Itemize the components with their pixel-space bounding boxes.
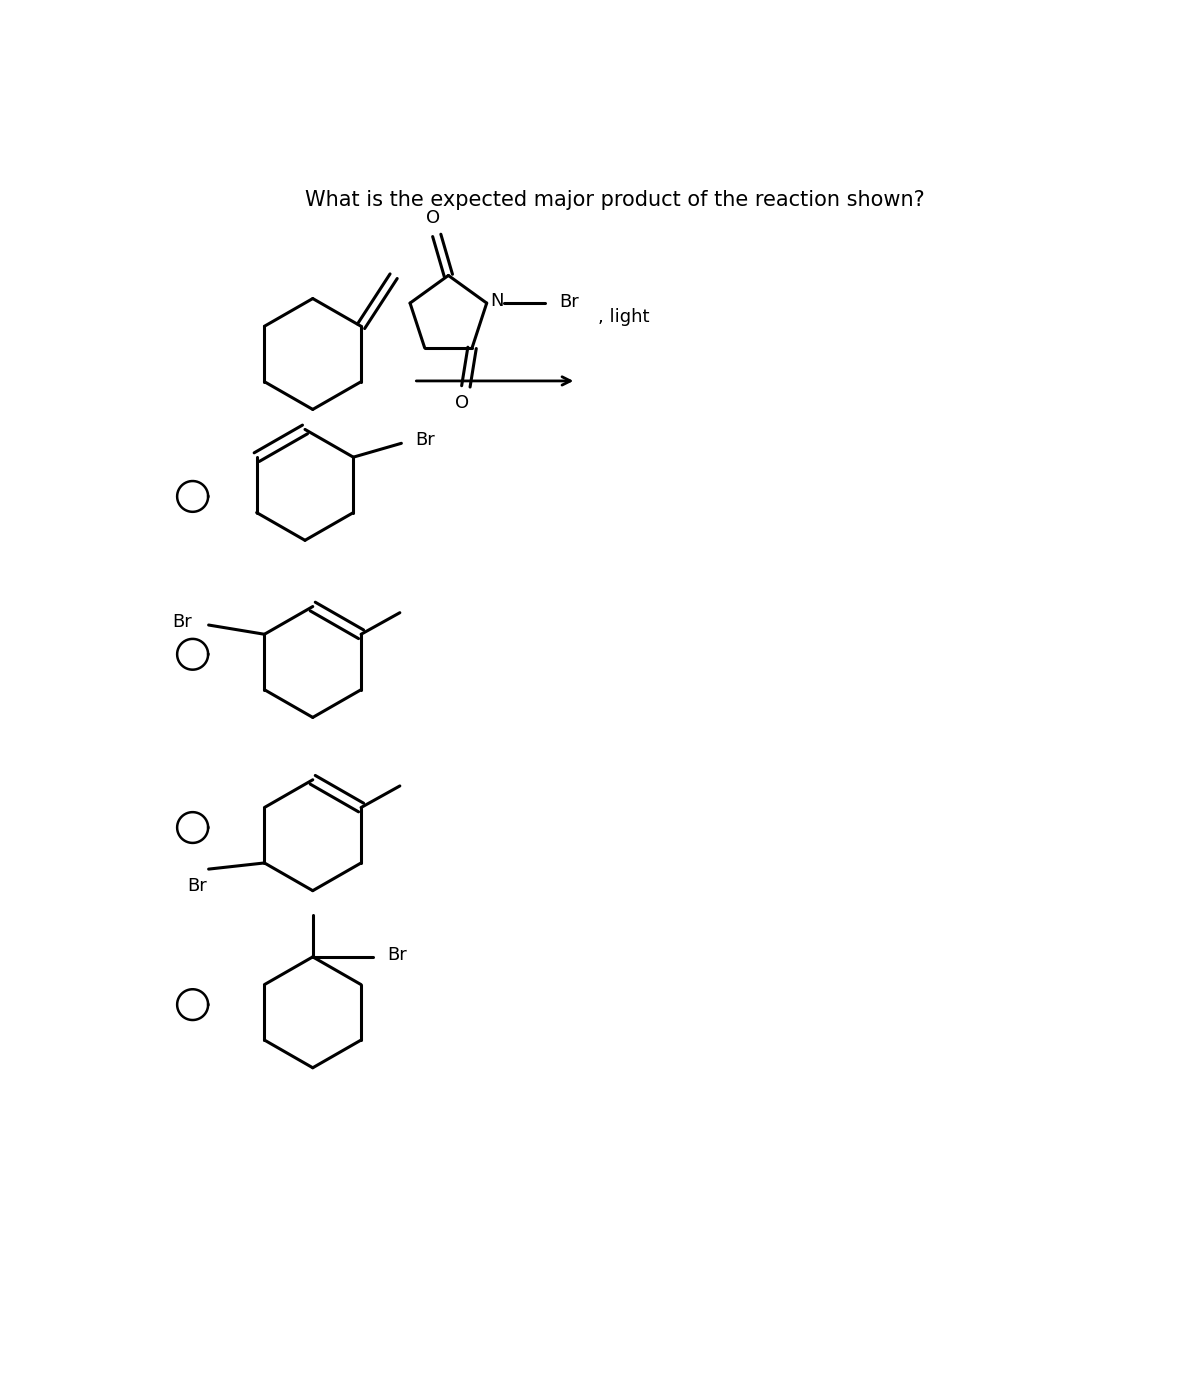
Text: Br: Br bbox=[388, 946, 407, 964]
Text: N: N bbox=[491, 292, 504, 310]
Text: O: O bbox=[426, 210, 440, 228]
Text: O: O bbox=[455, 394, 469, 412]
Text: , light: , light bbox=[598, 307, 649, 326]
Text: Br: Br bbox=[415, 432, 436, 450]
Text: Br: Br bbox=[187, 877, 206, 895]
Text: What is the expected major product of the reaction shown?: What is the expected major product of th… bbox=[305, 190, 925, 210]
Text: Br: Br bbox=[559, 292, 578, 310]
Text: Br: Br bbox=[172, 613, 192, 631]
